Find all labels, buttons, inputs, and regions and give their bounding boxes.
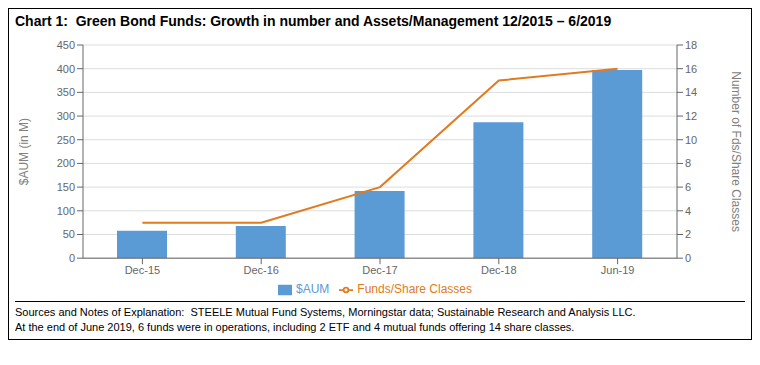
svg-text:400: 400 <box>57 63 75 75</box>
svg-text:350: 350 <box>57 86 75 98</box>
html-text:At the end of June 2019, 6 fun: At the end of June 2019, 6 funds were in… <box>15 321 575 333</box>
svg-text:10: 10 <box>685 134 697 146</box>
svg-text:Dec-15: Dec-15 <box>125 264 160 276</box>
svg-text:16: 16 <box>685 63 697 75</box>
svg-text:250: 250 <box>57 134 75 146</box>
svg-text:$AUM (in M): $AUM (in M) <box>17 118 31 185</box>
html-text:Funds/Share Classes: Funds/Share Classes <box>357 282 472 297</box>
svg-text:200: 200 <box>57 157 75 169</box>
svg-text:0: 0 <box>69 252 75 264</box>
svg-text:Number of Fds/Share Classes: Number of Fds/Share Classes <box>729 71 743 232</box>
svg-text:50: 50 <box>63 228 75 240</box>
svg-text:14: 14 <box>685 86 697 98</box>
svg-text:150: 150 <box>57 181 75 193</box>
svg-text:18: 18 <box>685 39 697 51</box>
svg-text:0: 0 <box>685 252 691 264</box>
html-text:Sources and Notes of Explanati: Sources and Notes of Explanation: STEELE… <box>15 306 636 318</box>
svg-text:450: 450 <box>57 39 75 51</box>
svg-text:6: 6 <box>685 181 691 193</box>
svg-text:8: 8 <box>685 157 691 169</box>
svg-text:100: 100 <box>57 205 75 217</box>
svg-text:300: 300 <box>57 110 75 122</box>
svg-text:2: 2 <box>685 228 691 240</box>
svg-text:Dec-17: Dec-17 <box>362 264 397 276</box>
svg-text:12: 12 <box>685 110 697 122</box>
svg-text:4: 4 <box>685 205 691 217</box>
svg-text:Jun-19: Jun-19 <box>601 264 635 276</box>
html-text:Chart 1: Green Bond Funds: Gro: Chart 1: Green Bond Funds: Growth in num… <box>15 13 612 29</box>
svg-text:Dec-18: Dec-18 <box>481 264 516 276</box>
svg-text:Dec-16: Dec-16 <box>243 264 278 276</box>
html-text:$AUM: $AUM <box>296 282 330 297</box>
